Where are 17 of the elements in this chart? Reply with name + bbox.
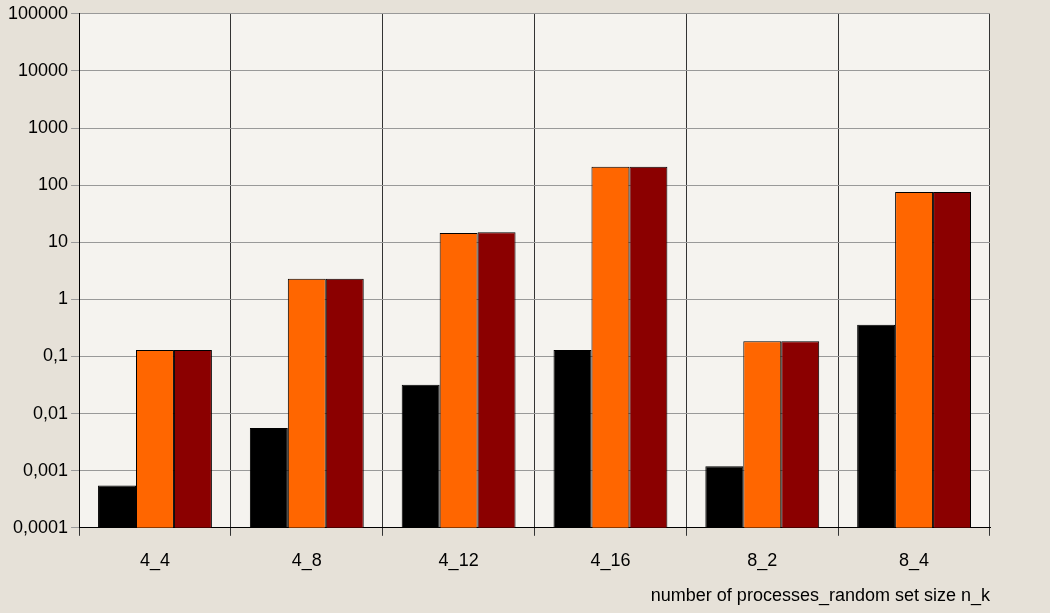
x-axis-title: number of processes_random set size n_k xyxy=(650,585,991,607)
x-tick-label: 4_12 xyxy=(438,549,479,571)
y-tick-label: 10000 xyxy=(18,59,69,80)
x-tick-label: 8_4 xyxy=(899,549,930,571)
y-tick-label: 100 xyxy=(38,174,69,195)
x-tick-label: 4_4 xyxy=(139,549,170,571)
y-tick-label: 0,01 xyxy=(33,402,69,423)
y-tick-label: 1000 xyxy=(28,116,69,137)
y-tick-label: 1 xyxy=(58,288,69,309)
y-tick-label: 0,1 xyxy=(43,345,69,366)
x-tick-label: 4_8 xyxy=(291,549,322,571)
y-tick-label: 10 xyxy=(48,231,69,252)
y-tick-label: 100000 xyxy=(7,2,69,23)
y-tick-label: 0,0001 xyxy=(13,516,69,537)
x-tick-label: 8_2 xyxy=(747,549,778,571)
x-tick-label: 4_16 xyxy=(590,549,631,571)
y-tick-label: 0,001 xyxy=(23,459,69,480)
